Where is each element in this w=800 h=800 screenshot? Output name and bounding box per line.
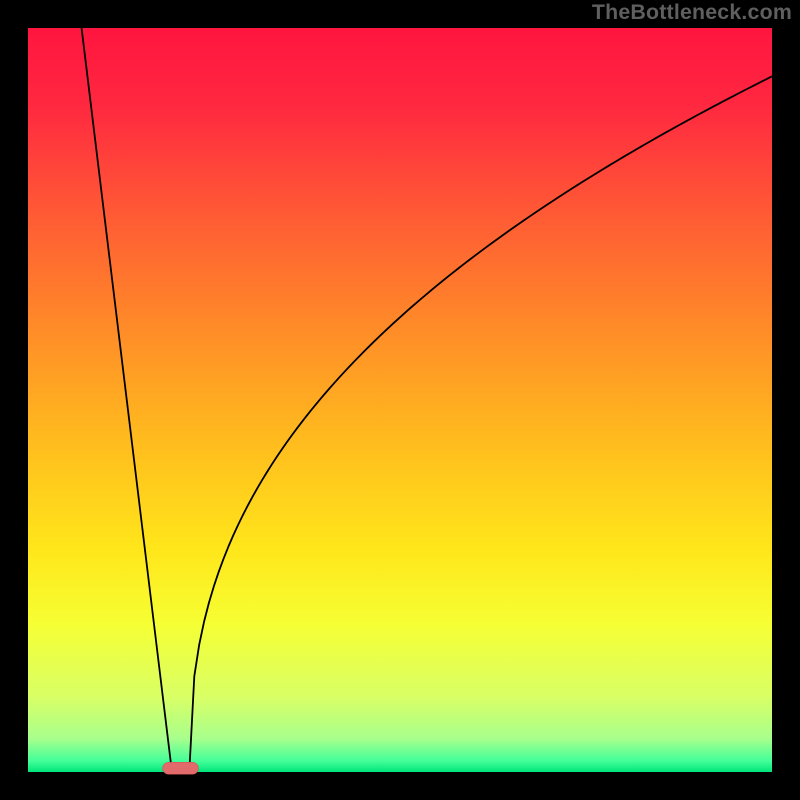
bottleneck-chart — [0, 0, 800, 800]
watermark-text: TheBottleneck.com — [592, 0, 792, 25]
plot-gradient-area — [28, 28, 772, 772]
vertex-marker — [163, 762, 199, 774]
